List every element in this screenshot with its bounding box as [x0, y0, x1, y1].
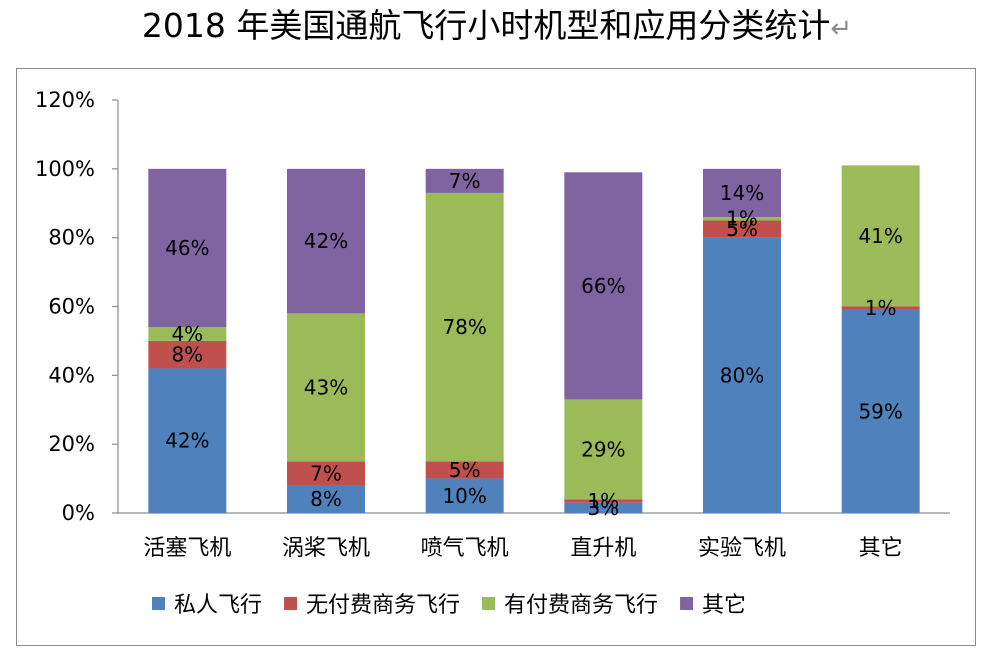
bar-segment — [148, 168, 227, 328]
bar-segment — [703, 220, 781, 238]
data-label: 1% — [865, 296, 897, 320]
return-mark-icon: ↵ — [830, 14, 853, 44]
bar-segment — [564, 499, 643, 503]
data-label: 5% — [726, 217, 758, 241]
legend-swatch — [152, 597, 165, 610]
legend-label: 无付费商务飞行 — [306, 593, 460, 618]
x-category-label: 涡桨飞机 — [282, 536, 370, 561]
data-label: 42% — [304, 229, 348, 253]
x-category-label: 直升机 — [570, 536, 636, 561]
bar-segment — [841, 306, 920, 310]
chart-title-text: 2018 年美国通航飞行小时机型和应用分类统计 — [141, 6, 831, 45]
bar-segment — [287, 168, 365, 314]
legend-label: 其它 — [702, 593, 746, 618]
bar-segment — [425, 461, 504, 479]
data-label: 41% — [858, 224, 902, 248]
legend-label: 有付费商务飞行 — [504, 593, 658, 618]
data-label: 1% — [587, 489, 619, 513]
data-label: 5% — [449, 458, 481, 482]
bar-segment — [703, 237, 781, 513]
bar-segment — [148, 327, 227, 341]
bar-segment — [425, 478, 504, 513]
data-label: 10% — [442, 484, 486, 508]
data-label: 46% — [165, 236, 209, 260]
data-label: 14% — [720, 181, 764, 205]
y-tick-label: 40% — [48, 363, 95, 387]
y-tick-label: 20% — [48, 432, 95, 456]
y-tick-label: 80% — [48, 226, 95, 250]
y-tick-label: 100% — [35, 157, 95, 181]
bar-segment — [287, 461, 365, 486]
data-label: 42% — [165, 429, 209, 453]
data-label: 1% — [726, 207, 758, 231]
x-category-label: 实验飞机 — [698, 536, 786, 561]
bar-segment — [148, 368, 227, 513]
bar-segment — [564, 502, 643, 513]
data-label: 29% — [581, 437, 625, 461]
x-category-label: 喷气飞机 — [421, 536, 509, 561]
legend-swatch — [482, 597, 496, 610]
x-category-label: 活塞飞机 — [143, 536, 231, 561]
bar-segment — [703, 217, 781, 221]
y-tick-label: 120% — [35, 88, 95, 112]
data-label: 8% — [171, 343, 203, 367]
bar-segment — [287, 485, 365, 513]
legend-swatch — [680, 597, 694, 610]
bar-segment — [841, 309, 920, 513]
chart-frame — [16, 68, 976, 646]
bar-segment — [425, 192, 504, 462]
data-label: 8% — [310, 487, 342, 511]
bar-segment — [703, 168, 781, 218]
bar-segment — [564, 399, 643, 500]
legend-swatch — [284, 597, 298, 610]
chart-bars — [148, 165, 920, 513]
data-label: 66% — [581, 274, 625, 298]
bar-segment — [287, 313, 365, 462]
data-label: 59% — [858, 399, 902, 423]
data-label: 80% — [720, 363, 764, 387]
bar-segment — [841, 165, 920, 307]
y-tick-label: 0% — [62, 501, 95, 525]
bar-segment — [425, 168, 504, 193]
data-label: 7% — [449, 169, 481, 193]
x-category-label: 其它 — [859, 536, 903, 561]
data-label: 3% — [587, 496, 619, 520]
chart-legend: 私人飞行 无付费商务飞行 有付费商务飞行 其它 — [152, 593, 746, 618]
data-label: 78% — [442, 315, 486, 339]
chart-title: 2018 年美国通航飞行小时机型和应用分类统计↵ — [0, 4, 994, 51]
chart-data-labels: 42%8%4%46%8%7%43%42%10%5%78%7%3%1%29%66%… — [165, 169, 903, 520]
bar-segment — [148, 340, 227, 369]
data-label: 4% — [171, 322, 203, 346]
data-label: 43% — [304, 375, 348, 399]
data-label: 7% — [310, 461, 342, 485]
y-tick-label: 60% — [48, 295, 95, 319]
bar-segment — [564, 172, 643, 400]
legend-label: 私人飞行 — [174, 593, 262, 618]
chart-axes: 0% 20% 40% 60% 80% 100% 120% 活塞飞机 涡桨飞机 喷气飞机 直升机 实验飞… — [35, 88, 950, 561]
